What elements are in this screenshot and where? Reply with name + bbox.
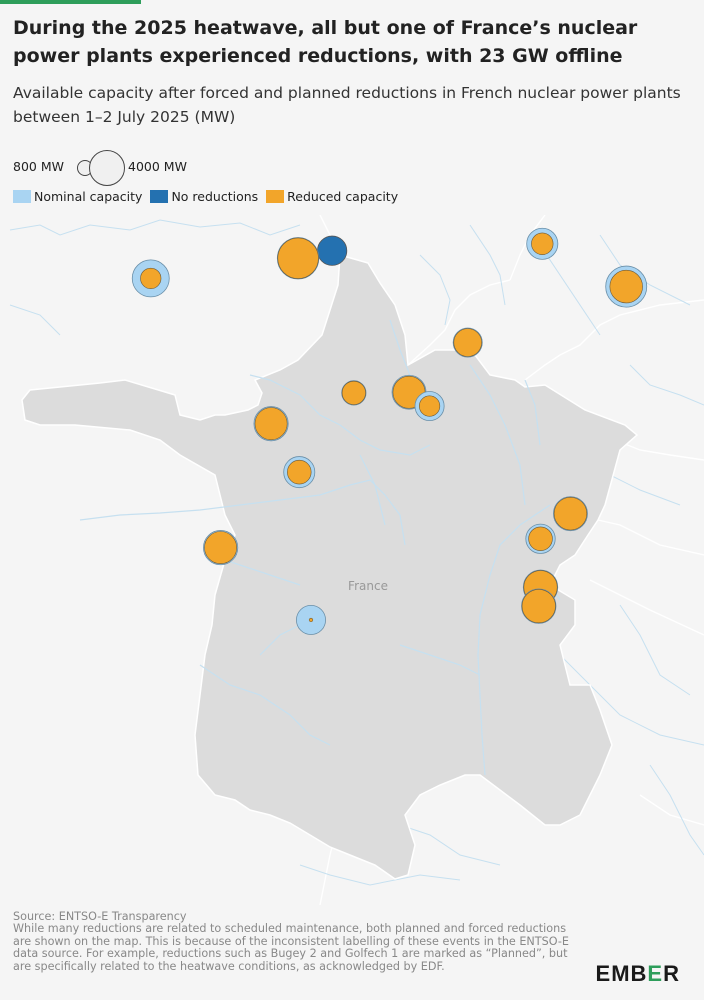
size-legend: 800 MW 4000 MW [13, 148, 313, 188]
plant-saint-laurent-available-circle [341, 380, 366, 405]
legend-label-nominal: Nominal capacity [34, 188, 143, 204]
legend-item-nominal: Nominal capacity [13, 189, 142, 204]
plant-blayais-available-circle [204, 531, 238, 565]
plant-nogent [452, 327, 483, 358]
size-legend-large-circle [89, 150, 125, 186]
plant-belleville-available-circle [419, 395, 441, 417]
plant-belleville [414, 391, 445, 422]
legend-swatch-nominal [13, 189, 31, 203]
france-landmass [21, 254, 639, 880]
plant-flamanville [131, 259, 170, 298]
plant-chooz [526, 227, 559, 260]
plant-penly-no-reduction-circle [317, 235, 348, 266]
footer-note: While many reductions are related to sch… [13, 922, 569, 973]
plant-golfech [296, 604, 326, 635]
accent-bar [0, 0, 141, 4]
plant-markers [131, 227, 648, 635]
france-rivers [79, 319, 561, 776]
legend-label-reduced: Reduced capacity [287, 188, 399, 204]
plant-saint-laurent [341, 380, 367, 406]
footer-source: Source: ENTSO-E Transparency [13, 910, 187, 923]
plant-civaux [283, 456, 316, 489]
plant-tricastin-available-circle [521, 589, 556, 624]
plant-paluel-available-circle [277, 237, 319, 279]
plant-golfech-available-circle [308, 617, 314, 623]
neighbor-borders [319, 215, 704, 905]
size-legend-small-label: 800 MW [13, 159, 64, 174]
france-map: France [0, 215, 704, 905]
legend-item-no-reductions: No reductions [150, 189, 258, 204]
ember-logo: EMBER [595, 961, 680, 986]
plant-chinon-available-circle [254, 407, 288, 441]
plant-tricastin [521, 588, 557, 624]
plant-saint-alban [525, 523, 556, 554]
size-legend-large-label: 4000 MW [128, 159, 187, 174]
plant-cattenom-available-circle [609, 269, 643, 304]
plant-saint-alban-available-circle [528, 526, 553, 552]
plant-nogent-available-circle [453, 328, 482, 357]
legend-swatch-no-reductions [150, 189, 169, 203]
chart-title: During the 2025 heatwave, all but one of… [13, 17, 638, 67]
legend-label-no-reductions: No reductions [171, 188, 259, 204]
plant-paluel [276, 237, 320, 280]
plant-blayais [203, 530, 239, 566]
plant-flamanville-available-circle [140, 267, 162, 289]
plant-bugey-available-circle [553, 496, 588, 531]
plant-chooz-available-circle [531, 232, 554, 255]
plant-penly [317, 235, 348, 266]
plant-cattenom [605, 265, 648, 308]
legend-item-reduced: Reduced capacity [266, 189, 398, 204]
country-label-france: France [348, 579, 388, 593]
footer: Source: ENTSO-E Transparency While many … [13, 910, 573, 973]
plant-chinon [253, 406, 289, 442]
color-legend: Nominal capacity No reductions Reduced c… [13, 186, 513, 206]
plant-bugey [553, 496, 588, 532]
chart-subtitle: Available capacity after forced and plan… [13, 84, 681, 126]
plant-civaux-available-circle [287, 459, 312, 485]
legend-swatch-reduced [266, 189, 285, 203]
